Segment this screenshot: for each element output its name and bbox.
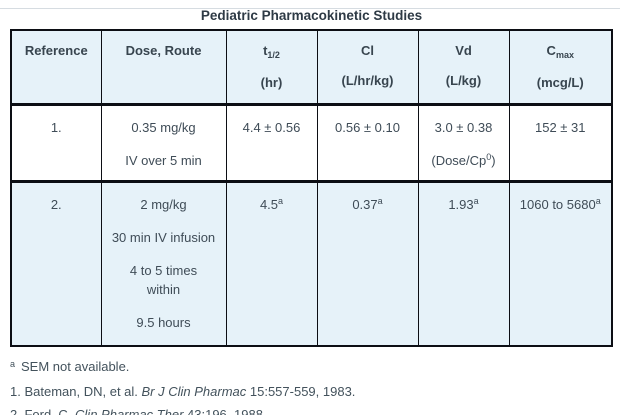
ref1-journal: Br J Clin Pharmac — [141, 384, 247, 399]
row2-reference-number: 2. — [50, 196, 62, 212]
row2-dose-line: 9.5 hours — [136, 314, 191, 330]
row1-vd-value: 3.0 ± 0.38 — [434, 119, 493, 135]
ref2-pages: 43:196, 1988. — [183, 407, 267, 415]
row2-vd-value: 1.93 — [448, 196, 474, 212]
row2-dose-line: 4 to 5 times — [129, 262, 198, 278]
table-header: Reference Dose, Route t1/2 (hr) Cl (L/hr… — [11, 30, 612, 106]
header-label-reference: Reference — [24, 43, 88, 58]
header-cell-cmax: Cmax (mcg/L) — [508, 30, 612, 106]
footnotes: a SEM not available. 1. Bateman, DN, et a… — [10, 355, 620, 415]
row2-cmax-value: 1060 to 5680 — [519, 196, 596, 212]
cell-row1-vd: 3.0 ± 0.38 (Dose/Cp0) — [417, 104, 509, 183]
table-row-study-2: 2. 2 mg/kg 30 min IV infusion 4 to 5 tim… — [11, 181, 612, 346]
table-row-study-1: 1. 0.35 mg/kg IV over 5 min 4.4 ± 0.56 0… — [11, 104, 612, 183]
header-label-vd: Vd — [455, 43, 472, 58]
footnote-sem: a SEM not available. — [10, 355, 620, 380]
header-unit-cmax: (mcg/L) — [536, 75, 584, 90]
row2-cl-value: 0.37 — [352, 196, 378, 212]
row1-vd-note-close: ) — [491, 152, 496, 168]
t-half-subscript: 1/2 — [267, 50, 280, 60]
cell-row1-t-half: 4.4 ± 0.56 — [225, 104, 317, 183]
row2-t-half-value: 4.5 — [259, 196, 279, 212]
pharmacokinetic-table: Reference Dose, Route t1/2 (hr) Cl (L/hr… — [10, 29, 613, 347]
row1-vd-note-superscript: 0 — [486, 151, 492, 162]
cell-row2-vd: 1.93a — [417, 181, 509, 346]
row2-dose-line: within — [146, 281, 181, 297]
row1-cmax-value: 152 ± 31 — [534, 119, 586, 135]
table-body: 1. 0.35 mg/kg IV over 5 min 4.4 ± 0.56 0… — [11, 104, 612, 346]
row2-cmax-footnote-marker: a — [595, 195, 601, 206]
row2-cl-footnote-marker: a — [377, 195, 383, 206]
cell-row2-dose-route: 2 mg/kg 30 min IV infusion 4 to 5 times … — [100, 181, 226, 346]
header-cell-t-half: t1/2 (hr) — [225, 30, 317, 106]
row1-cl-value: 0.56 ± 0.10 — [335, 119, 400, 135]
cell-row2-t-half: 4.5a — [225, 181, 317, 346]
cell-row1-cl: 0.56 ± 0.10 — [316, 104, 418, 183]
row2-t-half-footnote-marker: a — [278, 195, 284, 206]
reference-citation-1: 1. Bateman, DN, et al. Br J Clin Pharmac… — [10, 380, 620, 403]
row2-dose-line: 2 mg/kg — [140, 196, 187, 212]
row1-dose-line: IV over 5 min — [125, 152, 202, 168]
ref2-journal: Clin Pharmac Ther — [75, 407, 184, 415]
header-row: Reference Dose, Route t1/2 (hr) Cl (L/hr… — [11, 30, 612, 106]
footnote-sem-text: SEM not available. — [21, 359, 130, 374]
ref2-authors: 2. Ford, C. — [10, 407, 76, 415]
cell-row1-reference: 1. — [11, 104, 101, 183]
cell-row2-cmax: 1060 to 5680a — [508, 181, 612, 346]
row1-vd-note: (Dose/Cp — [431, 152, 487, 168]
cell-row1-cmax: 152 ± 31 — [508, 104, 612, 183]
row2-dose-line: 30 min IV infusion — [111, 229, 216, 245]
header-cell-dose-route: Dose, Route — [100, 30, 226, 106]
header-unit-t-half: (hr) — [260, 75, 283, 90]
page-title: Pediatric Pharmacokinetic Studies — [200, 8, 423, 23]
header-label-t-half: t — [263, 43, 268, 58]
cell-row2-cl: 0.37a — [316, 181, 418, 346]
header-label-dose-route: Dose, Route — [125, 43, 202, 58]
header-label-cl: Cl — [361, 43, 374, 58]
header-cell-vd: Vd (L/kg) — [417, 30, 509, 106]
cmax-subscript: max — [555, 50, 574, 60]
row1-reference-number: 1. — [50, 119, 62, 135]
footnote-marker-a: a — [10, 359, 16, 369]
header-unit-cl: (L/hr/kg) — [341, 73, 394, 88]
header-cell-reference: Reference — [11, 30, 101, 106]
cell-row2-reference: 2. — [11, 181, 101, 346]
row1-dose-line: 0.35 mg/kg — [131, 119, 196, 135]
top-divider — [0, 8, 620, 9]
header-label-cmax: C — [546, 43, 556, 58]
cell-row1-dose-route: 0.35 mg/kg IV over 5 min — [100, 104, 226, 183]
header-cell-cl: Cl (L/hr/kg) — [316, 30, 418, 106]
row1-t-half-value: 4.4 ± 0.56 — [242, 119, 301, 135]
page: Pediatric Pharmacokinetic Studies Refere… — [0, 8, 620, 415]
ref1-pages: 15:557-559, 1983. — [246, 384, 356, 399]
header-unit-vd: (L/kg) — [445, 73, 482, 88]
reference-citation-2: 2. Ford, C. Clin Pharmac Ther 43:196, 19… — [10, 403, 620, 415]
row2-vd-footnote-marker: a — [473, 195, 479, 206]
ref1-authors: 1. Bateman, DN, et al. — [10, 384, 142, 399]
